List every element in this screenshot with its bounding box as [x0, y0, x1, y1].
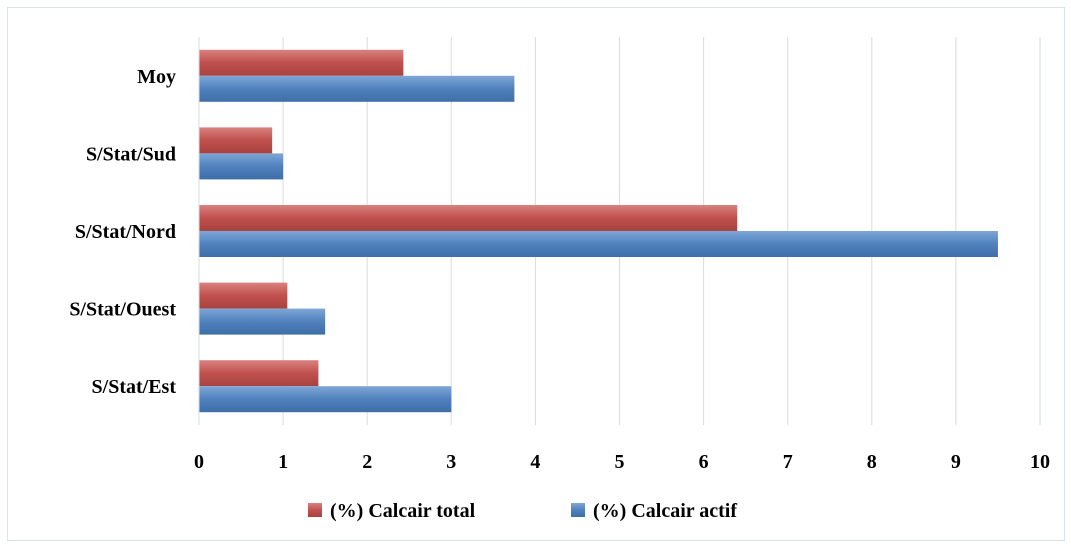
bar-total-4 [199, 49, 404, 76]
x-tick-label: 6 [699, 451, 709, 473]
bar-actif-2 [199, 231, 998, 257]
bar-actif-3 [199, 153, 284, 180]
category-label: S/Stat/Est [92, 376, 177, 398]
x-tick-label: 2 [362, 451, 372, 473]
bar-total-3 [199, 127, 273, 154]
x-tick-labels: 0 1 2 3 4 5 6 7 8 9 10 [194, 451, 1050, 473]
chart-frame [7, 7, 1065, 541]
category-label: Moy [137, 66, 176, 88]
legend: (%) Calcair total (%) Calcair actif [308, 500, 737, 522]
bars [199, 49, 998, 413]
x-tick-label: 1 [278, 451, 288, 473]
x-tick-label: 5 [615, 451, 625, 473]
x-tick-label: 10 [1030, 451, 1050, 473]
category-label: S/Stat/Sud [86, 143, 176, 165]
legend-swatch-actif [571, 503, 585, 517]
bar-total-1 [199, 282, 288, 309]
category-label: S/Stat/Nord [75, 221, 176, 243]
bar-actif-1 [199, 308, 326, 335]
category-label: S/Stat/Ouest [69, 299, 176, 321]
x-tick-label: 0 [194, 451, 204, 473]
category-labels: S/Stat/Est S/Stat/Ouest S/Stat/Nord S/Stat/… [69, 66, 176, 398]
legend-swatch-total [308, 503, 322, 517]
x-tick-label: 9 [951, 451, 961, 473]
legend-label-actif: (%) Calcair actif [593, 500, 737, 522]
x-tick-label: 3 [446, 451, 456, 473]
bar-total-0 [199, 360, 319, 387]
x-tick-label: 8 [867, 451, 877, 473]
legend-label-total: (%) Calcair total [330, 500, 476, 522]
x-tick-label: 4 [530, 451, 540, 473]
bar-actif-0 [199, 386, 452, 413]
bar-actif-4 [199, 75, 515, 102]
bar-total-2 [199, 205, 738, 231]
x-tick-label: 7 [783, 451, 793, 473]
